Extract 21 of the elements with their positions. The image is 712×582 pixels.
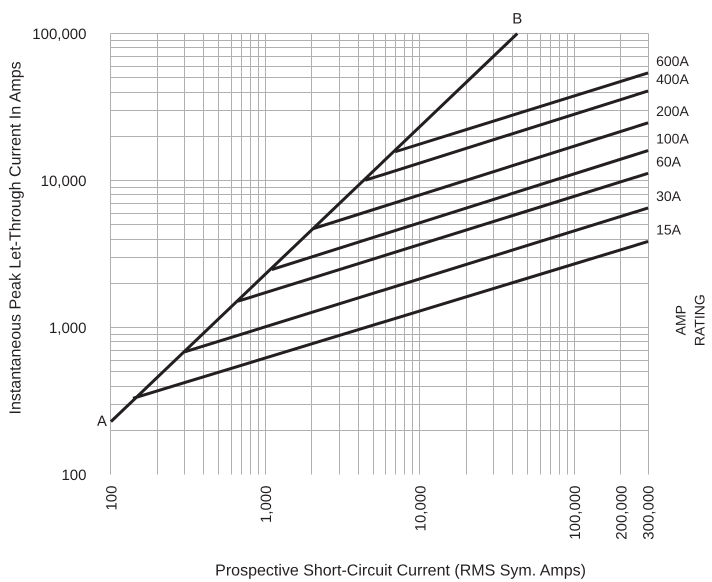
series-label: 400A — [656, 70, 690, 87]
series-label: 200A — [656, 102, 690, 119]
y-tick-label: 100 — [61, 467, 87, 484]
text: AMP RATING — [672, 294, 708, 346]
y-axis-title: Instantaneous Peak Let-Through Current In Amps — [7, 61, 24, 414]
series-label: 100A — [656, 130, 690, 147]
x-tick-label: 300,000 — [640, 485, 658, 540]
x-tick-label: 1,000 — [258, 485, 275, 524]
x-tick-label: 100,000 — [566, 485, 584, 540]
annotation: B — [512, 10, 522, 28]
series-label: 30A — [656, 188, 682, 204]
x-tick-label: 10,000 — [412, 485, 430, 532]
series-label: 15A — [656, 221, 682, 238]
y-tick-label: 1,000 — [48, 320, 87, 338]
y-tick-label: 10,000 — [40, 173, 87, 190]
series-label: 600A — [656, 52, 690, 69]
series-label: 60A — [656, 153, 682, 170]
x-tick-label: 200,000 — [613, 485, 630, 540]
y-tick-label: 100,000 — [32, 26, 87, 44]
x-tick-label: 100 — [103, 485, 120, 511]
x-axis-title: Prospective Short-Circuit Current (RMS Sym. Amps) — [215, 562, 586, 580]
